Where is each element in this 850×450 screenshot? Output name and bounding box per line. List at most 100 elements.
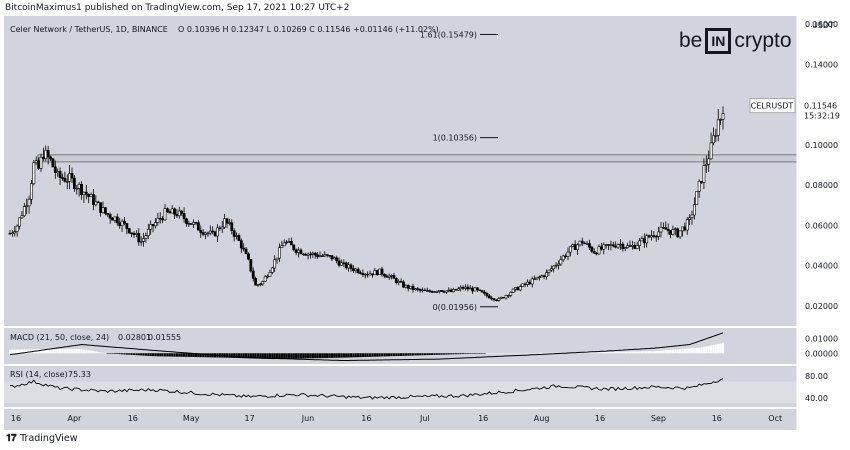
macd-bar xyxy=(588,352,591,354)
candle-down xyxy=(70,173,74,179)
candle-up xyxy=(258,283,262,286)
macd-bar xyxy=(337,353,341,358)
candle-up xyxy=(549,268,553,271)
macd-bar xyxy=(342,353,345,358)
candle-up xyxy=(101,207,105,213)
candle-up xyxy=(635,245,639,249)
candle-down xyxy=(700,181,703,183)
macd-bar xyxy=(652,351,655,354)
candle-down xyxy=(106,213,110,215)
candle-up xyxy=(220,226,224,230)
candle-down xyxy=(63,178,67,182)
macd-bar xyxy=(259,353,262,359)
candle-up xyxy=(68,173,72,182)
macd-bar xyxy=(171,353,174,357)
candle-up xyxy=(373,270,377,276)
candle-up xyxy=(540,275,544,278)
resistance-zone xyxy=(37,154,798,163)
macd-bar xyxy=(109,353,112,354)
candle-up xyxy=(149,224,153,230)
macd-bar xyxy=(376,353,379,357)
price-tag-value: 0.11546 xyxy=(804,102,837,111)
candle-up xyxy=(15,225,19,232)
macd-bar xyxy=(147,353,150,356)
macd-bar xyxy=(354,353,357,358)
candle-up xyxy=(597,246,601,255)
candle-down xyxy=(194,222,198,224)
macd-bar xyxy=(80,348,83,354)
macd-bar xyxy=(423,353,427,356)
macd-bar xyxy=(361,353,365,358)
candle-down xyxy=(495,299,498,302)
publish-header: BitcoinMaximus1 published on TradingView… xyxy=(5,3,350,13)
x-tick-label: May xyxy=(183,414,200,423)
candle-down xyxy=(614,245,618,248)
candle-up xyxy=(34,160,38,163)
candle-down xyxy=(461,287,465,289)
candle-up xyxy=(266,275,269,278)
macd-bar xyxy=(278,353,281,359)
candle-up xyxy=(177,210,181,217)
candle-down xyxy=(423,289,427,292)
macd-bar xyxy=(466,353,469,354)
macd-bar xyxy=(151,353,155,357)
macd-bar xyxy=(407,353,410,356)
candle-down xyxy=(335,257,339,262)
candle-down xyxy=(165,208,169,212)
candle-up xyxy=(142,238,145,242)
candle-down xyxy=(211,230,215,233)
macd-bar xyxy=(304,353,307,359)
macd-bar xyxy=(447,353,450,355)
candle-up xyxy=(630,245,634,247)
candle-down xyxy=(430,291,434,293)
candle-up xyxy=(18,217,21,227)
macd-bar xyxy=(416,353,419,356)
macd-bar xyxy=(469,353,472,354)
macd-histogram xyxy=(8,342,725,360)
candle-down xyxy=(41,156,45,160)
candle-down xyxy=(366,273,370,276)
macd-bar xyxy=(321,353,324,359)
candle-up xyxy=(545,272,548,278)
price-chart[interactable]: 0.160000.140000.120000.100000.080000.060… xyxy=(0,16,850,430)
macd-bar xyxy=(411,353,415,356)
candle-down xyxy=(466,286,470,290)
macd-bar xyxy=(283,353,286,359)
macd-bar xyxy=(25,349,28,354)
macd-bar xyxy=(199,353,202,358)
price-tick-label: 0.08000 xyxy=(805,181,838,190)
candle-down xyxy=(316,254,320,258)
macd-bar xyxy=(290,353,293,359)
candle-down xyxy=(406,284,410,289)
macd-bar xyxy=(504,353,508,354)
candle-down xyxy=(299,249,303,255)
fib-level-label: 1.61(0.15479) xyxy=(420,30,477,39)
candle-up xyxy=(456,288,460,291)
candle-down xyxy=(440,290,444,292)
macd-bar xyxy=(140,353,143,356)
macd-bar xyxy=(113,353,117,354)
macd-bar xyxy=(399,353,403,356)
macd-bar xyxy=(657,350,660,354)
macd-bar xyxy=(161,353,164,357)
macd-bar xyxy=(94,351,97,354)
macd-bar xyxy=(266,353,269,359)
macd-bar xyxy=(547,352,551,354)
candle-down xyxy=(669,230,672,235)
candle-down xyxy=(61,177,64,179)
macd-bar xyxy=(609,351,613,354)
rsi-tick-label: 40.00 xyxy=(805,394,828,403)
candle-up xyxy=(554,264,558,267)
candle-up xyxy=(552,265,556,270)
candle-down xyxy=(392,275,396,279)
macd-bar xyxy=(521,353,524,354)
macd-bar xyxy=(268,353,272,360)
x-axis-bg xyxy=(4,408,797,430)
tradingview-footer[interactable]: 𝟏𝟕 TradingView xyxy=(6,432,78,446)
macd-bar xyxy=(44,349,47,354)
macd-bar xyxy=(581,352,584,354)
macd-bar xyxy=(340,353,343,358)
candle-up xyxy=(645,235,649,244)
candle-down xyxy=(196,222,200,231)
macd-bar xyxy=(249,353,252,359)
